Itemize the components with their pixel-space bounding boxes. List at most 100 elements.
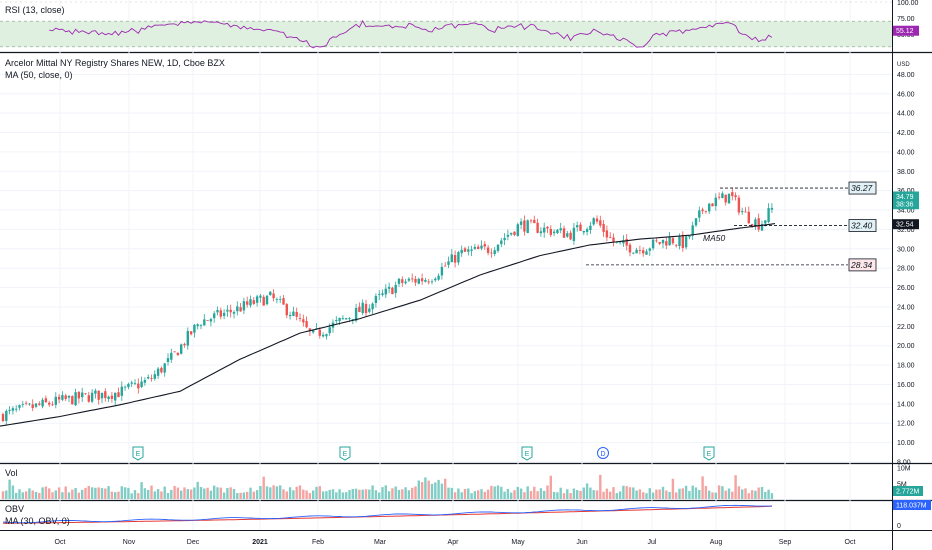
volume-bar [48, 488, 51, 499]
obv-ma-line [3, 505, 772, 524]
time-tick-label: Jul [648, 539, 657, 546]
candle [411, 273, 414, 283]
volume-bar [618, 491, 622, 499]
volume-bar [321, 491, 325, 499]
candle [262, 294, 265, 306]
candle [503, 233, 506, 246]
candle [87, 391, 90, 403]
candle [681, 231, 684, 252]
currency-label: USD [897, 62, 910, 68]
level-line-32.40[interactable]: 32.40 [734, 219, 877, 232]
candle [199, 323, 203, 330]
rsi-line [49, 19, 773, 49]
earnings-marker[interactable]: E [339, 446, 351, 461]
volume-bar [691, 485, 694, 499]
earnings-marker[interactable]: E [703, 446, 715, 461]
candle [668, 231, 671, 246]
volume-bar [163, 486, 166, 499]
volume-bar [387, 491, 391, 499]
volume-bar [61, 492, 64, 499]
candle [704, 210, 708, 214]
candle [384, 284, 387, 298]
volume-bar [31, 490, 34, 499]
volume-bar [272, 485, 275, 499]
rsi-pane[interactable] [0, 1, 892, 49]
volume-bar [269, 487, 272, 499]
volume-bar [315, 486, 318, 499]
earnings-marker[interactable]: E [132, 446, 144, 461]
candle [404, 278, 407, 285]
rsi-tick-label: 75.00 [897, 16, 915, 23]
candle [378, 290, 381, 301]
candle [206, 319, 209, 321]
level-line-28.34[interactable]: 28.34 [586, 258, 877, 272]
price-tick-label: 46.00 [897, 91, 915, 98]
volume-bar [688, 491, 691, 499]
volume-bar [378, 492, 381, 499]
price-pane[interactable]: MA50 36.27 32.40 28.34 E E E D E [0, 181, 877, 461]
candle [420, 273, 424, 285]
candle [582, 230, 585, 236]
volume-bar [288, 487, 292, 499]
symbol-title: Arcelor Mittal NY Registry Shares NEW, 1… [5, 58, 225, 68]
volume-bar [183, 487, 186, 499]
volume-bar [463, 489, 467, 499]
price-axis[interactable]: 100.0075.0050.0048.0046.0044.0042.0040.0… [893, 0, 931, 530]
volume-pane[interactable] [1, 474, 774, 499]
volume-bar [140, 482, 143, 499]
volume-bar [364, 489, 368, 499]
candle [11, 406, 15, 415]
time-tick-label: Nov [123, 539, 136, 546]
candle [757, 213, 760, 232]
volume-bar [166, 493, 170, 499]
candle [193, 324, 196, 338]
volume-bar [255, 490, 259, 499]
volume-bar [308, 493, 312, 499]
candle [133, 379, 137, 386]
volume-bar [576, 490, 579, 499]
level-line-36.27[interactable]: 36.27 [720, 181, 877, 195]
volume-bar [582, 487, 585, 499]
candle [242, 297, 246, 315]
volume-bar [381, 487, 384, 499]
candle [331, 319, 335, 333]
candle [361, 299, 364, 316]
volume-bar [486, 489, 490, 499]
volume-bar [305, 490, 308, 499]
volume-bar [427, 480, 430, 499]
candle [94, 388, 97, 399]
volume-bar [21, 492, 24, 499]
volume-bar [500, 486, 503, 499]
earnings-marker[interactable]: E [521, 446, 533, 461]
candle [407, 277, 411, 283]
candle [298, 313, 302, 322]
candle [539, 227, 543, 237]
ma50-line [0, 223, 776, 427]
volume-bar [543, 490, 546, 499]
time-axis[interactable]: Oct Nov Dec 2021 Feb Mar Apr May Jun Jul Aug Sep Oct [55, 539, 856, 546]
volume-bar [506, 488, 510, 499]
volume-bar [622, 485, 625, 499]
svg-text:38:36: 38:36 [896, 202, 914, 209]
volume-bar [539, 488, 543, 499]
volume-bar [97, 487, 100, 499]
volume-bar [298, 485, 302, 499]
candle [671, 236, 675, 246]
dividend-marker[interactable]: D [597, 447, 609, 459]
candle [288, 311, 292, 320]
volume-bar [708, 490, 711, 499]
time-tick-label: Oct [55, 539, 66, 546]
candle [569, 230, 572, 241]
price-tag-1: 38:36 [893, 199, 919, 210]
volume-bar [331, 489, 335, 499]
volume-bar [417, 480, 420, 499]
obv-pane[interactable] [2, 504, 772, 524]
candle [609, 232, 612, 239]
volume-bar [209, 490, 213, 499]
candle [750, 223, 754, 229]
volume-bar [612, 487, 615, 499]
volume-bar [74, 488, 77, 499]
candle [246, 296, 249, 308]
candle [100, 392, 104, 404]
candle [605, 225, 609, 242]
